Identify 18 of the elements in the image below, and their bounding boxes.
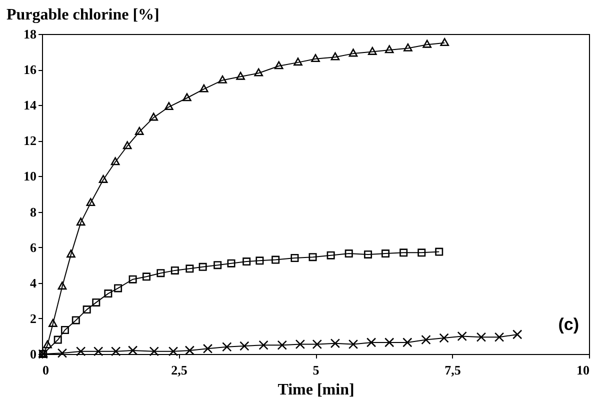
x-tick-label: 5 [312, 362, 320, 378]
y-tick-label: 14 [24, 98, 37, 113]
y-tick-label: 10 [24, 168, 36, 184]
x-tick-label: 2,5 [171, 362, 188, 378]
y-tick-label: 8 [30, 204, 37, 220]
x-tick-label: 7,5 [444, 362, 462, 378]
x-axis-title: Time [min] [278, 382, 354, 398]
annotation: (c) [558, 315, 579, 334]
x-tick-label: 0 [42, 362, 49, 378]
y-axis-title: Purgable chlorine [%] [6, 6, 160, 24]
y-tick-label: 16 [24, 62, 37, 78]
y-tick-label: 4 [30, 275, 37, 290]
y-tick-label: 18 [24, 26, 37, 42]
y-tick-label: 12 [24, 133, 36, 148]
y-tick-label: 6 [30, 240, 37, 255]
y-tick-label: 2 [30, 310, 36, 326]
y-tick-label: 0 [30, 346, 36, 362]
x-tick-label: 10 [576, 362, 590, 378]
